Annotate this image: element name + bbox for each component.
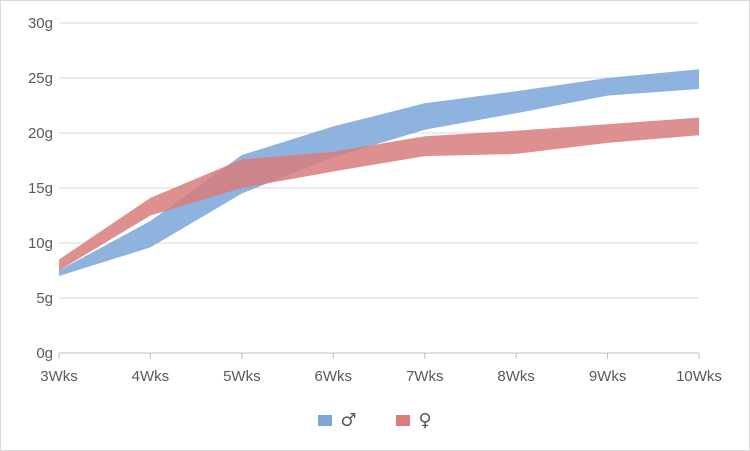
legend-swatch-female — [396, 414, 411, 426]
y-tick-label: 5g — [36, 290, 53, 307]
legend: ♂ ♀ — [0, 408, 750, 432]
y-tick-label: 0g — [36, 345, 53, 362]
y-tick-label: 10g — [28, 235, 53, 252]
y-tick-label: 15g — [28, 180, 53, 197]
x-tick-label: 10Wks — [676, 368, 722, 385]
x-tick-label: 9Wks — [589, 368, 627, 385]
axes — [58, 352, 700, 359]
x-tick-label: 3Wks — [40, 368, 78, 385]
y-tick-labels: 0g 5g 10g 15g 20g 25g 30g — [28, 15, 53, 362]
y-tick-label: 20g — [28, 125, 53, 142]
legend-label-male: ♂ — [340, 409, 357, 431]
x-tick-label: 7Wks — [406, 368, 444, 385]
legend-item-male: ♂ — [318, 410, 356, 431]
x-tick-label: 6Wks — [315, 368, 353, 385]
series-band-male — [59, 69, 699, 276]
x-tick-label: 8Wks — [497, 368, 535, 385]
legend-item-female: ♀ — [396, 409, 432, 431]
y-tick-label: 30g — [28, 15, 53, 32]
legend-swatch-male — [318, 414, 333, 426]
x-tick-labels: 3Wks 4Wks 5Wks 6Wks 7Wks 8Wks 9Wks 10Wks — [40, 368, 722, 385]
series-layer — [59, 69, 699, 276]
x-tick-label: 5Wks — [223, 368, 261, 385]
y-tick-label: 25g — [28, 70, 53, 87]
x-tick-label: 4Wks — [132, 368, 170, 385]
legend-label-female: ♀ — [418, 409, 432, 431]
gridlines — [59, 22, 699, 299]
series-band-female — [59, 117, 699, 271]
